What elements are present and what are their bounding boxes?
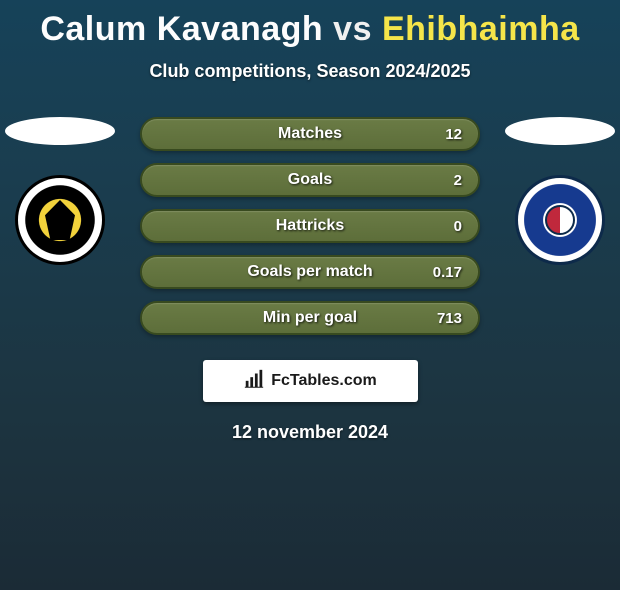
stat-value: 0 bbox=[454, 218, 462, 235]
stat-value: 2 bbox=[454, 172, 462, 189]
stat-row-hattricks: Hattricks 0 bbox=[140, 209, 480, 243]
player2-silhouette bbox=[505, 117, 615, 145]
stat-row-matches: Matches 12 bbox=[140, 117, 480, 151]
comparison-title: Calum Kavanagh vs Ehibhaimha bbox=[0, 10, 620, 49]
stat-label: Goals bbox=[288, 171, 332, 189]
stat-row-goals-per-match: Goals per match 0.17 bbox=[140, 255, 480, 289]
player1-silhouette bbox=[5, 117, 115, 145]
left-player-column bbox=[0, 117, 120, 265]
player1-name: Calum Kavanagh bbox=[40, 10, 323, 48]
stat-label: Hattricks bbox=[276, 217, 344, 235]
player2-club-crest bbox=[515, 175, 605, 265]
competition-subtitle: Club competitions, Season 2024/2025 bbox=[0, 61, 620, 82]
player2-name: Ehibhaimha bbox=[382, 10, 580, 48]
stat-value: 713 bbox=[437, 310, 462, 327]
stat-value: 12 bbox=[445, 126, 462, 143]
comparison-panel: Matches 12 Goals 2 Hattricks 0 Goals per… bbox=[0, 117, 620, 335]
right-player-column bbox=[500, 117, 620, 265]
chart-icon bbox=[243, 368, 265, 395]
stat-row-min-per-goal: Min per goal 713 bbox=[140, 301, 480, 335]
branding-label: FcTables.com bbox=[271, 372, 377, 390]
stat-label: Goals per match bbox=[247, 263, 372, 281]
generation-date: 12 november 2024 bbox=[0, 422, 620, 443]
stat-row-goals: Goals 2 bbox=[140, 163, 480, 197]
stat-value: 0.17 bbox=[433, 264, 462, 281]
branding-box[interactable]: FcTables.com bbox=[203, 360, 418, 402]
stats-column: Matches 12 Goals 2 Hattricks 0 Goals per… bbox=[140, 117, 480, 335]
player1-club-crest bbox=[15, 175, 105, 265]
vs-text: vs bbox=[333, 10, 372, 48]
stat-label: Min per goal bbox=[263, 309, 357, 327]
stat-label: Matches bbox=[278, 125, 342, 143]
